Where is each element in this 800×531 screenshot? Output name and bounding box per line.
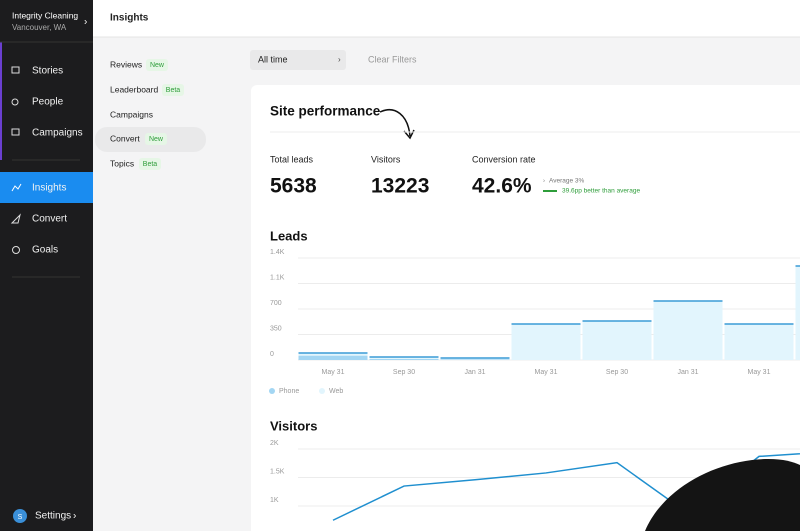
settings-chevron: › [73, 511, 76, 522]
subnav-item[interactable]: Convert [110, 133, 140, 143]
header-bar [93, 0, 800, 37]
y-tick-label: 700 [270, 300, 282, 307]
icon [11, 98, 19, 106]
x-tick-label: Sep 30 [393, 369, 415, 376]
icon [11, 128, 20, 136]
stat-label: Conversion rate [472, 154, 536, 164]
legend-swatch [269, 388, 275, 394]
subnav-item[interactable]: Leaderboard [110, 84, 158, 94]
account-location: Vancouver, WA [12, 23, 67, 32]
subnav-item[interactable]: Campaigns [110, 109, 153, 119]
stat-label: Total leads [270, 154, 314, 164]
card [251, 85, 800, 531]
avatar-initial: S [18, 514, 23, 521]
nav-item[interactable]: Convert [32, 214, 67, 225]
bar-segment [653, 300, 723, 360]
clear-filters[interactable]: Clear Filters [368, 54, 417, 64]
badge-bg [162, 84, 184, 96]
account-name[interactable]: Integrity Cleaning [12, 10, 78, 20]
account-chevron[interactable]: › [84, 17, 87, 28]
nav-item[interactable]: People [32, 97, 64, 108]
arrow-doodle [379, 109, 415, 140]
settings-link[interactable]: Settings [35, 511, 71, 522]
badge-bg [145, 133, 167, 145]
x-tick-label: May 31 [535, 369, 558, 376]
nav-item[interactable]: Stories [32, 66, 63, 77]
header-title: Insights [110, 13, 149, 24]
icon [12, 246, 20, 254]
chart-title: Leads [270, 228, 308, 243]
badge: New [149, 136, 164, 143]
icon [11, 183, 22, 192]
bar-segment [724, 324, 794, 360]
hand-occlusion [645, 458, 800, 531]
icon [11, 66, 20, 74]
badge: Beta [143, 161, 158, 168]
plots: 0 350 700 1.1K 1.4K May 31 Sep 30 Jan 31 May 31 S… [269, 249, 800, 521]
stat-value: 5638 [270, 175, 317, 198]
stat-label: Visitors [371, 154, 401, 164]
y-tick-label: 2K [270, 440, 279, 447]
nav-item[interactable]: Goals [32, 245, 58, 256]
period-value: All time [258, 54, 288, 64]
card-title: Site performance [270, 104, 381, 119]
nav-item[interactable]: Insights [32, 183, 66, 194]
sidebar-accent [0, 42, 2, 160]
bar-segment [298, 355, 368, 360]
period-select[interactable] [250, 50, 346, 70]
legend-swatch [319, 388, 325, 394]
bar-segment [511, 324, 581, 360]
x-tick-label: Sep 30 [606, 369, 628, 376]
subnav-item[interactable]: Reviews [110, 59, 142, 69]
badge-bg [139, 158, 161, 170]
nav-active [0, 172, 93, 203]
legend-label: Web [329, 388, 343, 395]
bar-segment [440, 359, 510, 360]
x-tick-label: May 31 [748, 369, 771, 376]
subnav-item[interactable]: Topics [110, 158, 134, 168]
caret: › [543, 179, 545, 185]
bar-segment [795, 266, 800, 360]
x-tick-label: Jan 31 [464, 369, 485, 376]
average-note: Average 3% [549, 178, 585, 185]
y-tick-label: 1.1K [270, 274, 285, 281]
x-tick-label: May 31 [322, 369, 345, 376]
icon [10, 213, 21, 224]
x-tick-label: Jan 31 [677, 369, 698, 376]
badge: Beta [166, 87, 181, 94]
avatar [13, 509, 27, 523]
y-tick-label: 350 [270, 325, 282, 332]
badge: New [150, 62, 165, 69]
stat-value: 42.6% [472, 175, 532, 198]
badge-bg [146, 59, 168, 71]
bar-segment [369, 358, 439, 360]
bar-segment [582, 321, 652, 360]
y-tick-label: 1.4K [270, 249, 285, 256]
comparison-note: 39.6pp better than average [562, 188, 640, 195]
y-tick-label: 0 [270, 351, 274, 358]
nav-item[interactable]: Campaigns [32, 128, 83, 139]
stat-value: 13223 [371, 175, 429, 198]
chart-title: Visitors [270, 418, 317, 433]
y-tick-label: 1.5K [270, 468, 285, 475]
select-caret: › [338, 55, 341, 64]
legend-label: Phone [279, 388, 299, 395]
sidebar [0, 0, 93, 531]
y-tick-label: 1K [270, 497, 279, 504]
bar-segment [298, 353, 368, 356]
bar-segment [369, 357, 439, 359]
